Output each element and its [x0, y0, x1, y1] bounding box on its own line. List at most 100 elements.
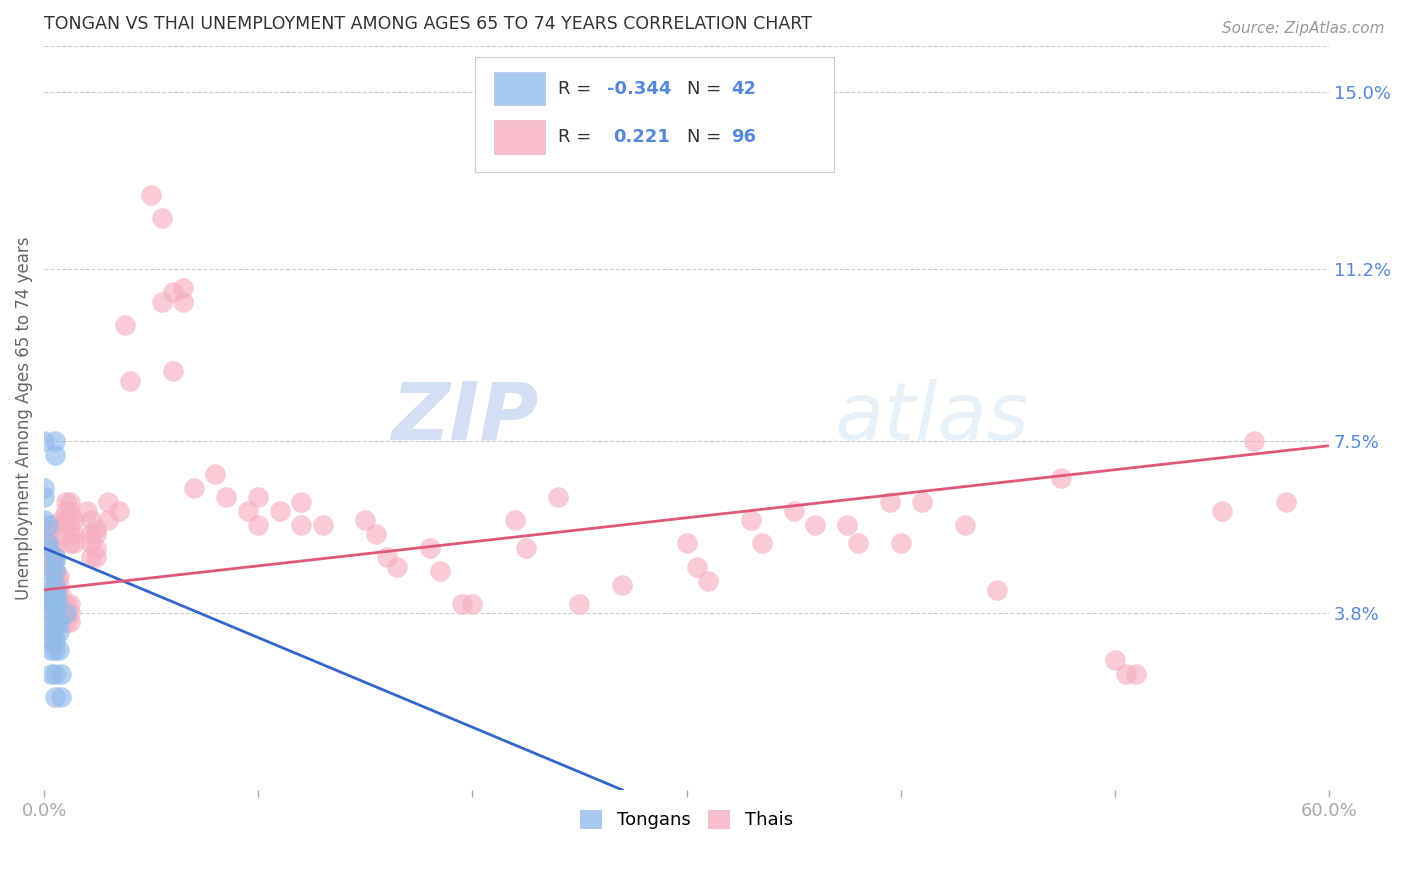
Point — [39, 634, 62, 648]
Point — [80, 527, 103, 541]
Point — [354, 513, 377, 527]
Point — [1211, 504, 1233, 518]
Text: ZIP: ZIP — [391, 379, 538, 457]
Point — [41, 588, 63, 602]
Point — [503, 513, 526, 527]
Point — [84, 550, 107, 565]
Point — [84, 523, 107, 537]
Point — [697, 574, 720, 588]
Point — [51, 588, 73, 602]
Text: R =: R = — [558, 79, 598, 98]
Point — [39, 588, 62, 602]
Point — [108, 504, 131, 518]
Point — [59, 597, 82, 611]
Point — [44, 606, 66, 620]
Point — [44, 564, 66, 578]
Point — [782, 504, 804, 518]
Point — [48, 578, 70, 592]
Point — [429, 564, 451, 578]
Point — [59, 536, 82, 550]
Point — [269, 504, 291, 518]
Point — [547, 490, 569, 504]
Point — [39, 550, 62, 565]
Point — [1104, 653, 1126, 667]
Point — [44, 448, 66, 462]
Point — [55, 606, 77, 620]
Point — [44, 578, 66, 592]
Point — [39, 597, 62, 611]
Point — [39, 615, 62, 630]
Point — [751, 536, 773, 550]
FancyBboxPatch shape — [494, 120, 546, 153]
Point — [80, 536, 103, 550]
Point — [44, 541, 66, 555]
Point — [48, 569, 70, 583]
Point — [46, 597, 69, 611]
Point — [215, 490, 238, 504]
Text: 96: 96 — [731, 128, 756, 146]
Point — [51, 513, 73, 527]
Text: R =: R = — [558, 128, 603, 146]
Point — [675, 536, 697, 550]
Point — [55, 527, 77, 541]
Point — [37, 527, 59, 541]
Point — [150, 294, 173, 309]
Point — [84, 541, 107, 555]
Point — [59, 615, 82, 630]
Point — [953, 517, 976, 532]
Point — [46, 588, 69, 602]
Point — [162, 285, 184, 300]
Point — [37, 517, 59, 532]
Point — [51, 597, 73, 611]
Point — [44, 564, 66, 578]
Point — [46, 569, 69, 583]
Text: atlas: atlas — [834, 379, 1029, 457]
Point — [59, 513, 82, 527]
Point — [686, 559, 709, 574]
Point — [837, 517, 859, 532]
Point — [419, 541, 441, 555]
Point — [141, 187, 163, 202]
Point — [1125, 666, 1147, 681]
Point — [44, 634, 66, 648]
Point — [311, 517, 333, 532]
Point — [39, 624, 62, 639]
Point — [39, 523, 62, 537]
Point — [37, 541, 59, 555]
Point — [740, 513, 762, 527]
Point — [890, 536, 912, 550]
Point — [162, 364, 184, 378]
Point — [247, 517, 270, 532]
Point — [39, 536, 62, 550]
Point — [44, 666, 66, 681]
Point — [612, 578, 634, 592]
Point — [172, 280, 194, 294]
Text: -0.344: -0.344 — [607, 79, 671, 98]
Point — [39, 606, 62, 620]
Point — [32, 481, 55, 495]
Point — [97, 513, 120, 527]
Point — [84, 527, 107, 541]
Text: N =: N = — [686, 79, 721, 98]
Point — [48, 615, 70, 630]
Point — [41, 517, 63, 532]
Point — [364, 527, 387, 541]
Point — [39, 666, 62, 681]
Point — [59, 504, 82, 518]
Text: Source: ZipAtlas.com: Source: ZipAtlas.com — [1222, 21, 1385, 36]
Point — [804, 517, 827, 532]
Point — [568, 597, 591, 611]
Point — [236, 504, 259, 518]
Point — [183, 481, 205, 495]
Point — [387, 559, 409, 574]
Point — [515, 541, 537, 555]
Point — [39, 578, 62, 592]
Point — [55, 606, 77, 620]
Point — [51, 666, 73, 681]
FancyBboxPatch shape — [494, 71, 546, 105]
Point — [450, 597, 472, 611]
Point — [55, 494, 77, 508]
Point — [46, 597, 69, 611]
Point — [37, 536, 59, 550]
Point — [41, 597, 63, 611]
